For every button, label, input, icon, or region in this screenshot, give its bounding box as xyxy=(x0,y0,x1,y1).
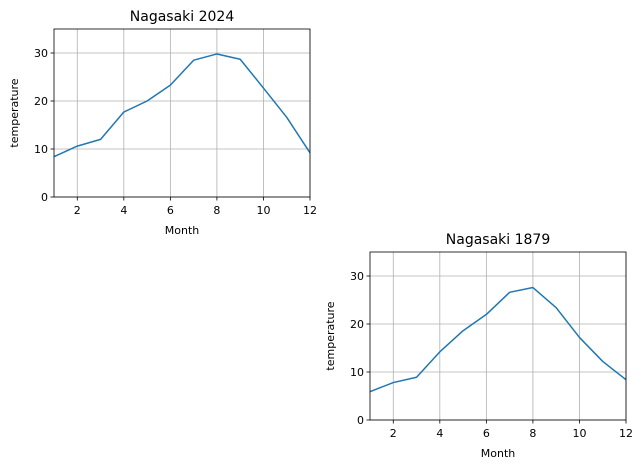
x-tick-label: 6 xyxy=(167,204,174,217)
plot-frame xyxy=(369,251,627,421)
plot-frame xyxy=(53,28,311,198)
x-tick-label: 4 xyxy=(120,204,127,217)
x-tick-label: 12 xyxy=(619,427,633,440)
x-tick-label: 8 xyxy=(529,427,536,440)
y-tick-label: 0 xyxy=(41,191,48,204)
y-tick-label: 0 xyxy=(357,414,364,427)
y-tick-label: 10 xyxy=(34,143,48,156)
y-tick-label: 30 xyxy=(34,47,48,60)
y-tick-label: 20 xyxy=(34,95,48,108)
x-tick-label: 10 xyxy=(256,204,270,217)
axes-frame xyxy=(366,251,627,424)
chart-title: Nagasaki 2024 xyxy=(130,9,235,25)
chart-nagasaki-2024: 2 4 6 8 10 12 0 10 20 30 Nagasaki 2024 Month temp… xyxy=(8,9,317,237)
x-axis-label: Month xyxy=(165,224,200,237)
series-line xyxy=(369,286,627,393)
x-tick-label: 12 xyxy=(303,204,317,217)
y-tick-label: 10 xyxy=(350,366,364,379)
series-line xyxy=(53,53,311,158)
x-axis-label: Month xyxy=(481,447,516,460)
chart-title: Nagasaki 1879 xyxy=(446,232,550,248)
x-tick-label: 10 xyxy=(572,427,586,440)
y-tick-label: 20 xyxy=(350,318,364,331)
y-axis-label: temperature xyxy=(8,78,21,147)
y-tick-label: 30 xyxy=(350,270,364,283)
x-tick-label: 6 xyxy=(483,427,490,440)
axes-frame xyxy=(50,28,311,201)
tick-labels: 2 4 6 8 10 12 0 10 20 30 xyxy=(34,47,317,217)
x-tick-label: 8 xyxy=(213,204,220,217)
series-line-group xyxy=(369,286,627,393)
chart-nagasaki-1879: 2 4 6 8 10 12 0 10 20 30 Nagasaki 1879 Month temp… xyxy=(324,232,633,460)
x-tick-label: 4 xyxy=(436,427,443,440)
series-line-group xyxy=(53,53,311,158)
tick-labels: 2 4 6 8 10 12 0 10 20 30 xyxy=(350,270,633,440)
x-tick-label: 2 xyxy=(74,204,81,217)
y-axis-label: temperature xyxy=(324,301,337,370)
x-tick-label: 2 xyxy=(390,427,397,440)
